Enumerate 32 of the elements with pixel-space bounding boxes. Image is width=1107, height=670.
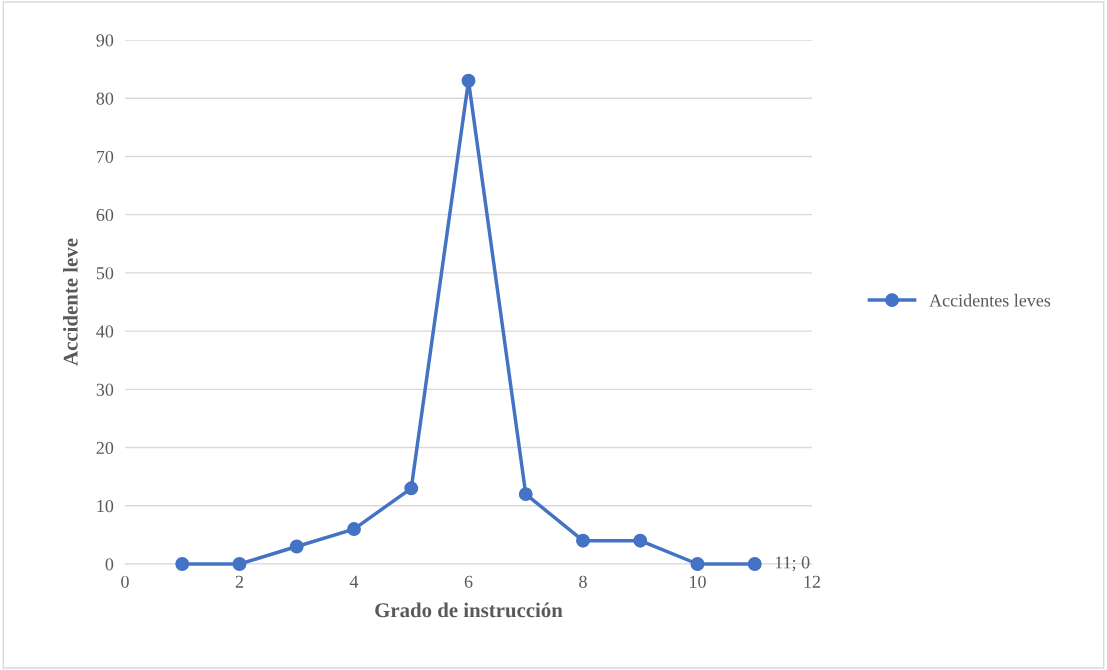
point	[347, 522, 361, 537]
point	[518, 487, 533, 502]
x-tick-label: 10	[690, 575, 706, 588]
x-tick-label: 2	[235, 575, 244, 588]
annotation: 11; 0	[775, 556, 810, 572]
y-tick-label: 40	[96, 325, 114, 338]
point	[747, 557, 762, 571]
point	[289, 539, 304, 554]
point	[576, 533, 590, 548]
y-tick-label: 80	[96, 92, 114, 105]
x-tick-label: 4	[349, 575, 359, 588]
y-tick-label: 10	[97, 500, 114, 513]
y-tick-label: 60	[96, 208, 114, 222]
legend-label: Accidentes leves	[929, 293, 1051, 307]
point	[175, 557, 190, 571]
point	[633, 533, 648, 548]
x-tick-label: 0	[121, 575, 129, 588]
y-axis-title: Accidente leve	[63, 238, 78, 366]
x-tick-label: 6	[464, 575, 473, 588]
x-tick-label: 12	[804, 575, 821, 588]
y-tick-label: 0	[105, 558, 114, 571]
point	[232, 557, 247, 571]
point	[404, 481, 419, 496]
y-tick-label: 50	[96, 267, 114, 280]
y-tick-label: 90	[96, 34, 114, 47]
y-tick-label: 20	[96, 441, 114, 454]
y-tick-label: 30	[96, 383, 114, 396]
point	[461, 73, 476, 88]
x-tick-label: 8	[579, 575, 587, 588]
x-axis-title: Grado de instrucción	[375, 602, 563, 618]
point	[690, 557, 705, 571]
y-tick-label: 70	[97, 150, 114, 163]
